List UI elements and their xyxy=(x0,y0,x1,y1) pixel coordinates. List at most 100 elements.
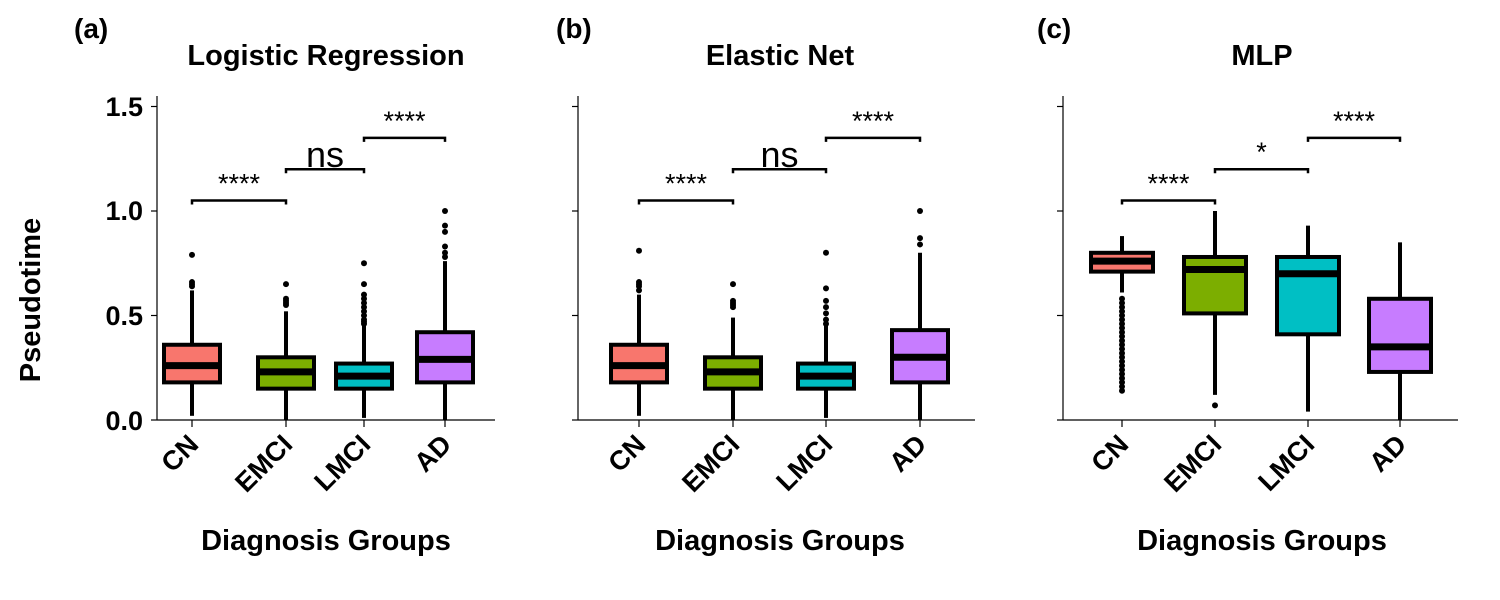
outlier-point xyxy=(1119,320,1125,327)
outlier-point xyxy=(361,304,367,311)
box-lmci xyxy=(796,249,856,418)
box-cn xyxy=(609,247,669,416)
significance-bracket: **** xyxy=(362,106,447,142)
outlier-point xyxy=(1119,387,1125,394)
outlier-point xyxy=(1119,312,1125,319)
outlier-point xyxy=(1119,304,1125,311)
panel-c-label: (c) xyxy=(1037,13,1071,44)
outlier-point xyxy=(361,316,367,323)
outlier-point xyxy=(442,208,448,214)
outlier-point xyxy=(1119,329,1125,336)
outlier-point xyxy=(361,299,367,306)
significance-label: **** xyxy=(383,106,426,136)
outlier-point xyxy=(1119,325,1125,332)
bracket-line xyxy=(1306,136,1402,142)
y-tick-label: 0.5 xyxy=(105,301,143,331)
bracket-line xyxy=(1213,167,1310,174)
bracket-line xyxy=(362,136,447,142)
significance-label: **** xyxy=(218,169,261,199)
outlier-point xyxy=(1119,316,1125,323)
panel-a-label: (a) xyxy=(74,13,108,44)
panel-a-title: Logistic Regression xyxy=(187,40,464,72)
significance-bracket: **** xyxy=(1306,106,1402,142)
y-tick-label: 1.0 xyxy=(105,196,143,226)
panel-b-label: (b) xyxy=(556,13,592,44)
outlier-point xyxy=(189,279,195,286)
box-ad xyxy=(1367,242,1433,420)
outlier-point xyxy=(361,291,367,298)
outlier-point xyxy=(1119,366,1125,373)
outlier-point xyxy=(1119,337,1125,344)
significance-bracket: ns xyxy=(731,134,828,175)
y-axis-title: Pseudotime xyxy=(15,218,47,382)
box-emci xyxy=(1182,211,1248,409)
outlier-point xyxy=(823,310,829,317)
x-tick-label: EMCI xyxy=(1158,429,1227,498)
outlier-point xyxy=(1119,375,1125,382)
outlier-point xyxy=(1119,371,1125,378)
box-cn xyxy=(162,251,222,416)
outlier-point xyxy=(442,253,448,260)
outlier-point xyxy=(1119,345,1125,352)
box-ad xyxy=(890,208,950,420)
x-tick-label: AD xyxy=(883,429,932,478)
x-tick-label: EMCI xyxy=(229,429,298,498)
x-tick-label: LMCI xyxy=(1252,429,1320,497)
outlier-point xyxy=(1119,383,1125,390)
box-ad xyxy=(415,208,475,420)
outlier-point xyxy=(823,285,829,292)
outlier-point xyxy=(1119,299,1125,306)
box-cn xyxy=(1089,236,1155,394)
x-tick-label: AD xyxy=(408,429,457,478)
panel-b: CN EMCI LMCI AD **** ns **** xyxy=(572,96,975,498)
outlier-point xyxy=(361,295,367,302)
significance-bracket: **** xyxy=(190,169,288,205)
significance-bracket: **** xyxy=(824,106,922,142)
significance-label: **** xyxy=(1147,169,1190,199)
significance-label: * xyxy=(1256,137,1267,167)
x-tick-label: CN xyxy=(155,429,204,478)
outlier-point xyxy=(1119,350,1125,357)
box-body xyxy=(1275,254,1341,337)
outlier-point xyxy=(442,249,448,256)
outlier-point xyxy=(823,304,829,311)
panel-c-title: MLP xyxy=(1231,40,1292,72)
outlier-point xyxy=(1119,362,1125,369)
significance-bracket: ns xyxy=(284,134,366,175)
significance-bracket: * xyxy=(1213,137,1310,174)
x-tick-label: CN xyxy=(1085,429,1134,478)
panel-b-title: Elastic Net xyxy=(706,40,855,72)
x-tick-label: CN xyxy=(602,429,651,478)
significance-label: ns xyxy=(760,134,798,175)
box-lmci xyxy=(1275,225,1341,412)
outlier-point xyxy=(730,297,736,304)
outlier-point xyxy=(636,247,642,254)
outlier-point xyxy=(1119,341,1125,348)
outlier-point xyxy=(823,320,829,327)
outlier-point xyxy=(442,222,448,229)
outlier-point xyxy=(361,260,367,267)
outlier-point xyxy=(917,235,923,242)
outlier-point xyxy=(1119,358,1125,365)
outlier-point xyxy=(823,249,829,256)
plot-area: CN EMCI LMCI AD **** ns **** CN EMCI LMCI AD **** ns… xyxy=(151,96,1458,498)
panel-a-x-axis-title: Diagnosis Groups xyxy=(201,525,451,557)
significance-bracket: **** xyxy=(1120,169,1217,205)
outlier-point xyxy=(1119,379,1125,386)
outlier-point xyxy=(361,308,367,315)
outlier-point xyxy=(730,281,736,288)
bracket-line xyxy=(731,167,828,174)
outlier-point xyxy=(361,281,367,288)
x-tick-label: AD xyxy=(1363,429,1412,478)
outlier-point xyxy=(1119,333,1125,340)
box-body xyxy=(1367,296,1433,374)
panel-c: CN EMCI LMCI AD********* xyxy=(1057,96,1458,498)
significance-label: **** xyxy=(1333,106,1376,136)
x-tick-label: LMCI xyxy=(770,429,838,497)
bracket-line xyxy=(190,199,288,205)
significance-label: **** xyxy=(852,106,895,136)
outlier-point xyxy=(283,295,289,302)
box-emci xyxy=(703,281,763,420)
outlier-point xyxy=(1212,402,1218,409)
